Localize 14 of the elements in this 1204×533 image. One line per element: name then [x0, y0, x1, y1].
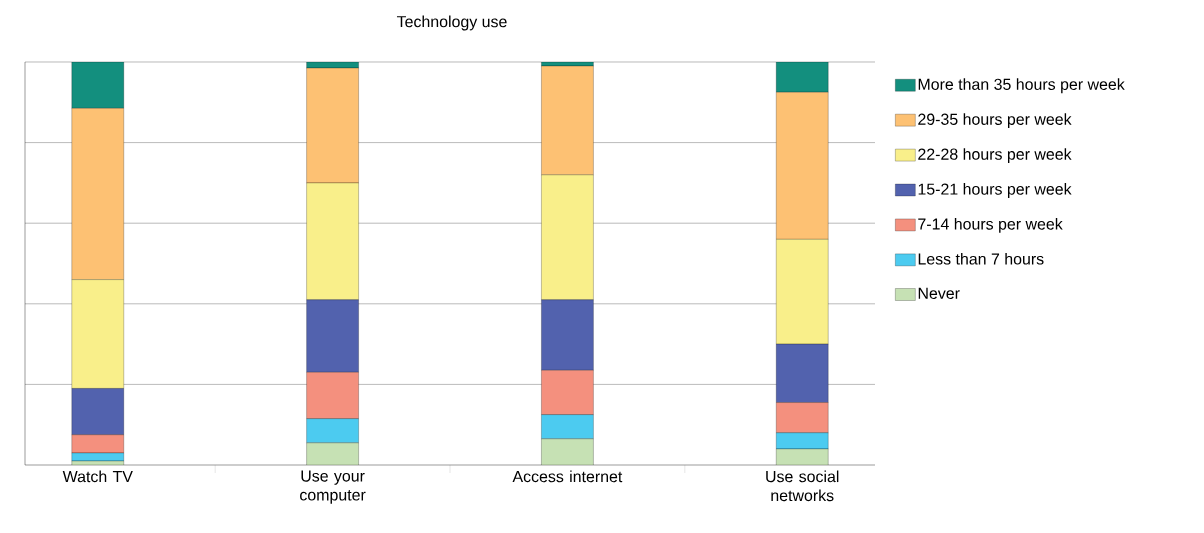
legend-label: 22-28 hours per week	[918, 148, 1072, 163]
x-tick-label: Access internet	[512, 470, 623, 483]
bar	[541, 438, 594, 465]
x-tick-label: Use your computer	[300, 470, 366, 504]
x-tick-label: Watch TV	[62, 470, 133, 483]
legend-label: 7-14 hours per week	[918, 217, 1063, 233]
legend-label: 15-21 hours per week	[918, 183, 1072, 198]
chart-title: Technology use	[396, 15, 507, 31]
x-tick-label: Use social networks	[766, 470, 839, 502]
bar	[306, 442, 359, 465]
legend-label: Less than 7 hours	[918, 252, 1044, 265]
legend-label: 29-35 hours per week	[918, 113, 1072, 129]
legend-label: More than 35 hours per week	[918, 78, 1125, 94]
legend-label: Never	[918, 287, 960, 299]
